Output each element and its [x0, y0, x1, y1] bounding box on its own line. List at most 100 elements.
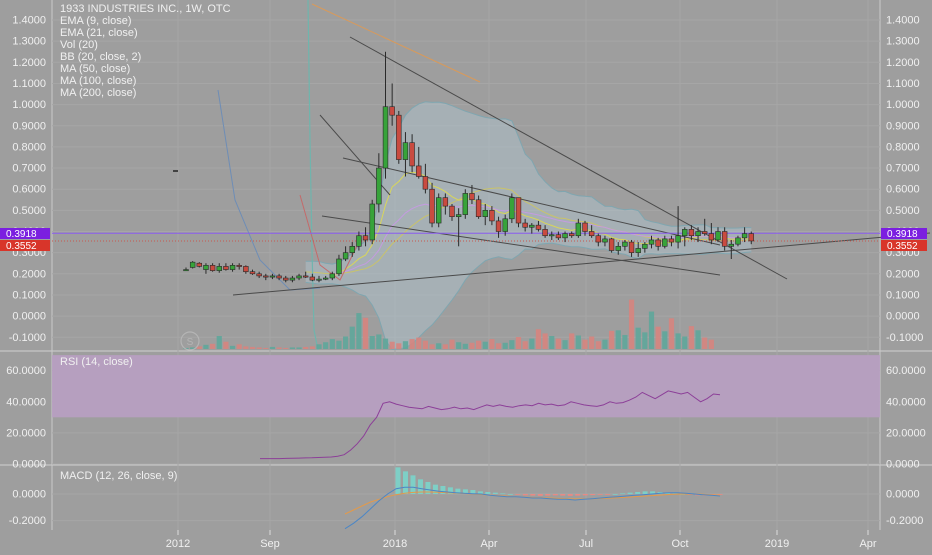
macd-pane[interactable]: [344, 467, 723, 530]
candle-body[interactable]: [356, 235, 362, 247]
candle-body[interactable]: [695, 231, 701, 237]
candle-body[interactable]: [748, 233, 754, 242]
candle-body[interactable]: [296, 275, 302, 279]
candle-body[interactable]: [229, 265, 236, 270]
legend-ema21[interactable]: EMA (21, close): [60, 27, 138, 39]
candle-body[interactable]: [515, 197, 522, 224]
candle-body[interactable]: [449, 205, 455, 217]
candle-body[interactable]: [642, 243, 648, 249]
candle-body[interactable]: [442, 197, 449, 207]
candle-body[interactable]: [236, 265, 242, 267]
candle-body[interactable]: [455, 214, 462, 217]
legend-bb[interactable]: BB (20, close, 2): [60, 51, 141, 63]
rsi-line[interactable]: [260, 390, 721, 460]
candle-body[interactable]: [648, 239, 655, 245]
rsi-label[interactable]: RSI (14, close): [60, 356, 133, 368]
candle-body[interactable]: [701, 231, 708, 234]
candle-body[interactable]: [708, 233, 715, 241]
candle-body[interactable]: [715, 231, 721, 241]
legend-ma200[interactable]: MA (200, close): [60, 87, 136, 99]
candle-body[interactable]: [582, 222, 588, 232]
candle-body[interactable]: [622, 241, 628, 247]
candle-body[interactable]: [682, 229, 688, 237]
candle-body[interactable]: [223, 266, 229, 270]
candle-body[interactable]: [302, 275, 309, 278]
candle-body[interactable]: [602, 238, 608, 243]
candle-body[interactable]: [635, 248, 641, 253]
candle-body[interactable]: [342, 252, 349, 260]
legend-ma50[interactable]: MA (50, close): [60, 63, 130, 75]
candle-body[interactable]: [675, 235, 681, 243]
candle-body[interactable]: [462, 193, 468, 215]
candle-body[interactable]: [495, 220, 502, 232]
candle-body[interactable]: [595, 235, 602, 243]
candle-body[interactable]: [668, 238, 675, 243]
candle-body[interactable]: [628, 241, 635, 253]
candle-body[interactable]: [502, 218, 508, 232]
candle-body[interactable]: [269, 275, 276, 278]
candle-body[interactable]: [189, 261, 196, 268]
candle-body[interactable]: [416, 165, 422, 177]
candle-body[interactable]: [422, 176, 429, 190]
candle-body[interactable]: [542, 229, 548, 237]
candle-body[interactable]: [615, 246, 621, 251]
candle-body[interactable]: [482, 210, 488, 217]
candle-body[interactable]: [369, 203, 375, 241]
candle-body[interactable]: [741, 233, 748, 239]
candle-body[interactable]: [243, 266, 249, 272]
candle-body[interactable]: [402, 142, 409, 160]
candle-body[interactable]: [429, 188, 435, 224]
candle-body[interactable]: [655, 239, 661, 247]
candle-body[interactable]: [209, 265, 216, 271]
candle-body[interactable]: [509, 197, 515, 220]
candle-body[interactable]: [329, 273, 335, 279]
candle-body[interactable]: [662, 238, 668, 247]
candle-body[interactable]: [688, 229, 695, 237]
candle-body[interactable]: [469, 193, 475, 201]
macd-line[interactable]: [344, 486, 721, 530]
candle-body[interactable]: [183, 269, 189, 272]
candle-body[interactable]: [216, 266, 222, 271]
candle-body[interactable]: [535, 224, 542, 230]
candle-body[interactable]: [256, 273, 262, 277]
candle-body[interactable]: [555, 234, 562, 239]
candle-body[interactable]: [196, 262, 202, 267]
candle-body[interactable]: [562, 233, 568, 239]
candle-body[interactable]: [721, 231, 728, 247]
rsi-pane[interactable]: [52, 355, 880, 460]
candle-body[interactable]: [309, 276, 316, 281]
candle-body[interactable]: [382, 106, 389, 169]
candle-body[interactable]: [568, 233, 575, 237]
candle-body[interactable]: [389, 106, 395, 116]
legend-ma100[interactable]: MA (100, close): [60, 75, 136, 87]
candle-body[interactable]: [322, 277, 329, 280]
candle-body[interactable]: [289, 277, 296, 281]
candle-body[interactable]: [396, 114, 402, 160]
candle-body[interactable]: [283, 277, 289, 281]
candle-body[interactable]: [735, 237, 741, 245]
candle-body[interactable]: [549, 234, 555, 237]
legend-ema9[interactable]: EMA (9, close): [60, 15, 132, 27]
candle-body[interactable]: [276, 275, 282, 279]
candle-body[interactable]: [728, 243, 735, 247]
candle-body[interactable]: [588, 231, 595, 237]
macd-label[interactable]: MACD (12, 26, close, 9): [60, 470, 177, 482]
legend-volume[interactable]: Vol (20): [60, 39, 98, 51]
candle-body[interactable]: [376, 167, 382, 205]
candle-body[interactable]: [249, 271, 256, 275]
candle-body[interactable]: [608, 238, 615, 251]
candle-body[interactable]: [336, 258, 342, 275]
candle-body[interactable]: [409, 142, 415, 167]
candle-body[interactable]: [522, 222, 528, 228]
candle-body[interactable]: [362, 235, 369, 241]
candle-body[interactable]: [263, 275, 269, 278]
candle-body[interactable]: [529, 224, 535, 228]
candle-body[interactable]: [316, 278, 322, 281]
candle-body[interactable]: [575, 222, 582, 237]
candle-body[interactable]: [349, 246, 355, 253]
candle-body[interactable]: [489, 210, 495, 222]
candles-layer[interactable]: [173, 51, 754, 283]
candle-body[interactable]: [435, 197, 442, 224]
